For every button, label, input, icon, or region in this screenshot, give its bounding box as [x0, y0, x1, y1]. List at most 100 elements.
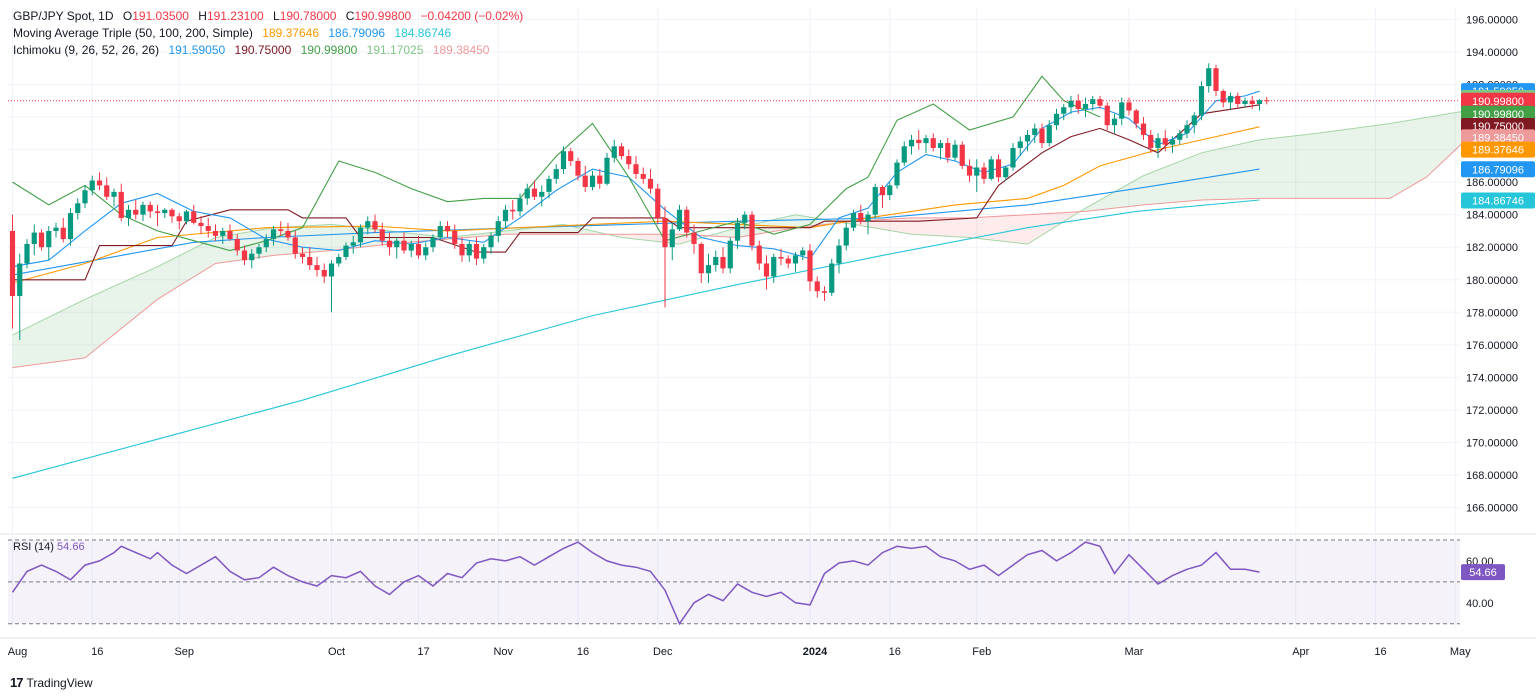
candle-body [633, 164, 639, 174]
candle-body [1227, 95, 1234, 103]
price-tick-label: 184.00000 [1466, 210, 1518, 222]
tradingview-logo-icon: 17 [10, 675, 24, 690]
candle-body [734, 222, 741, 241]
candle-body [343, 245, 349, 257]
candle-body [575, 160, 581, 176]
ma200-value: 184.86746 [394, 26, 452, 40]
candle-body [17, 263, 23, 297]
candle-body [292, 237, 298, 254]
candle-body [945, 143, 951, 158]
candle-body [981, 167, 987, 179]
price-label-box [1461, 192, 1535, 209]
candle-body [589, 175, 596, 188]
candle-body [133, 209, 139, 215]
candle-body [415, 243, 422, 256]
candle-body [1017, 141, 1023, 148]
candle-body [249, 253, 255, 261]
candle-body [372, 221, 378, 230]
candle-body [299, 253, 306, 257]
candle-body [582, 175, 588, 188]
price-tick-label: 166.00000 [1466, 503, 1518, 515]
candle-body [9, 230, 16, 297]
price-label-box [1461, 105, 1535, 122]
candle-body [916, 139, 922, 144]
candle-body [691, 232, 697, 244]
close-value: 190.99800 [354, 9, 412, 23]
kijun-line [12, 104, 1260, 281]
candle-body [858, 213, 864, 222]
candle-body [488, 235, 494, 248]
candle-body [1104, 105, 1110, 126]
legend-symbol-row[interactable]: GBP/JPY Spot, 1D O191.03500 H191.23100 L… [13, 9, 529, 23]
low-label: L [273, 9, 280, 23]
time-tick-label: Oct [328, 646, 345, 658]
ma-title[interactable]: Moving Average Triple (50, 100, 200, Sim… [13, 26, 253, 40]
candle-body [220, 230, 226, 236]
change-value: −0.04200 (−0.02%) [420, 9, 524, 23]
rsi-legend[interactable]: RSI (14) 54.66 [13, 541, 85, 553]
price-tick-label: 170.00000 [1466, 437, 1518, 449]
candle-body [437, 226, 443, 238]
candle-body [1177, 133, 1183, 140]
tradingview-brand[interactable]: 17 TradingView [10, 675, 93, 690]
time-tick-label: 16 [889, 646, 901, 658]
candle-body [263, 239, 269, 248]
chikou-value: 190.99800 [300, 43, 358, 57]
rsi-title[interactable]: RSI (14) [13, 541, 54, 553]
time-axis[interactable]: Aug 16 Sep Oct 17 Nov 16 Dec 2024 16 Feb Mar Apr 16 Ma… [8, 646, 1471, 658]
candle-body [1213, 68, 1219, 91]
price-axis[interactable]: 166.00000 168.00000 170.00000 172.00000 174.… [1461, 14, 1535, 515]
time-tick-label: Aug [8, 646, 28, 658]
price-tick-label: 172.00000 [1466, 405, 1518, 417]
candle-body [771, 256, 777, 277]
candle-body [118, 191, 124, 218]
cloud-bearish [607, 234, 705, 244]
indicator-lines [8, 75, 1460, 479]
price-label-box [1461, 92, 1535, 109]
legend-ichimoku-row[interactable]: Ichimoku (9, 26, 52, 26, 26) 191.59050 1… [13, 43, 495, 57]
rsi-label-text: 54.66 [1469, 567, 1497, 579]
candle-body [792, 255, 799, 264]
price-tick-label: 178.00000 [1466, 307, 1518, 319]
candle-body [756, 245, 762, 264]
candle-body [937, 143, 944, 148]
candle-body [169, 209, 175, 217]
candle-body [502, 209, 509, 222]
candle-body [408, 243, 414, 251]
price-label-box [1461, 129, 1535, 146]
price-label-text: 184.86746 [1472, 196, 1524, 208]
candle-body [53, 227, 59, 231]
candle-body [1162, 138, 1168, 145]
symbol-title[interactable]: GBP/JPY Spot, 1D [13, 9, 114, 23]
candle-body [1097, 99, 1103, 106]
candle-body [401, 240, 407, 251]
candle-body [829, 263, 835, 293]
price-label-box [1461, 161, 1535, 178]
candle-body [140, 204, 146, 215]
candle-body [763, 263, 770, 277]
candle-body [1148, 134, 1154, 148]
rsi-tick-label: 40.00 [1466, 598, 1494, 610]
candle-body [988, 159, 994, 179]
candle-body [111, 191, 117, 197]
ma100-line [12, 168, 1260, 276]
price-label-box [1461, 141, 1535, 158]
candle-body [821, 291, 828, 293]
legend-ma-row[interactable]: Moving Average Triple (50, 100, 200, Sim… [13, 26, 457, 40]
candle-body [307, 256, 313, 266]
price-tick-label: 186.00000 [1466, 177, 1518, 189]
rsi-label-box [1461, 564, 1505, 581]
price-tick-label: 196.00000 [1466, 14, 1518, 26]
candle-body [647, 178, 654, 189]
candle-body [1039, 128, 1045, 144]
cloud-bullish [12, 224, 607, 368]
candle-body [959, 144, 965, 166]
spanA-value: 191.17025 [366, 43, 424, 57]
brand-name: TradingView [26, 675, 93, 690]
kijun-value: 190.75000 [234, 43, 292, 57]
candle-body [234, 239, 240, 251]
candle-body [104, 185, 110, 197]
close-label: C [345, 9, 355, 23]
ichimoku-title[interactable]: Ichimoku (9, 26, 52, 26, 26) [13, 43, 160, 57]
